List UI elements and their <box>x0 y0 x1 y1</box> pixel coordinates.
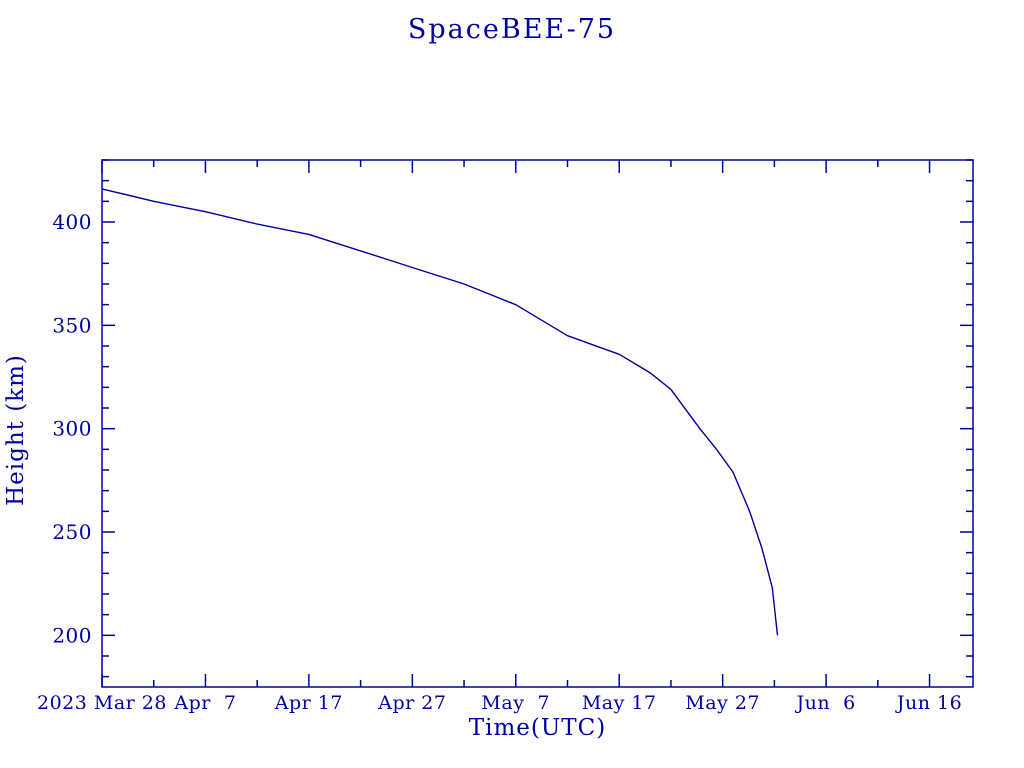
x-tick-label: May 7 <box>481 692 550 714</box>
x-tick-label: Jun 6 <box>794 692 855 714</box>
x-tick-label: Apr 27 <box>377 692 446 714</box>
x-tick-label: 2023 Mar 28 <box>37 692 167 714</box>
x-axis-title: Time(UTC) <box>468 715 607 741</box>
y-tick-label: 300 <box>52 417 92 441</box>
x-tick-label: Apr 17 <box>274 692 343 714</box>
chart-title: SpaceBEE-75 <box>407 14 617 45</box>
y-tick-label: 350 <box>52 313 92 337</box>
x-tick-label: May 27 <box>685 692 760 714</box>
x-tick-label: Apr 7 <box>173 692 236 714</box>
plot-frame <box>101 159 974 688</box>
y-tick-label: 200 <box>52 623 92 647</box>
y-tick-label: 400 <box>52 210 92 234</box>
x-tick-label: May 17 <box>582 692 657 714</box>
y-axis-title: Height (km) <box>3 354 29 506</box>
x-tick-label: Jun 16 <box>895 692 962 714</box>
height-curve <box>101 188 779 636</box>
y-tick-label: 250 <box>52 520 92 544</box>
